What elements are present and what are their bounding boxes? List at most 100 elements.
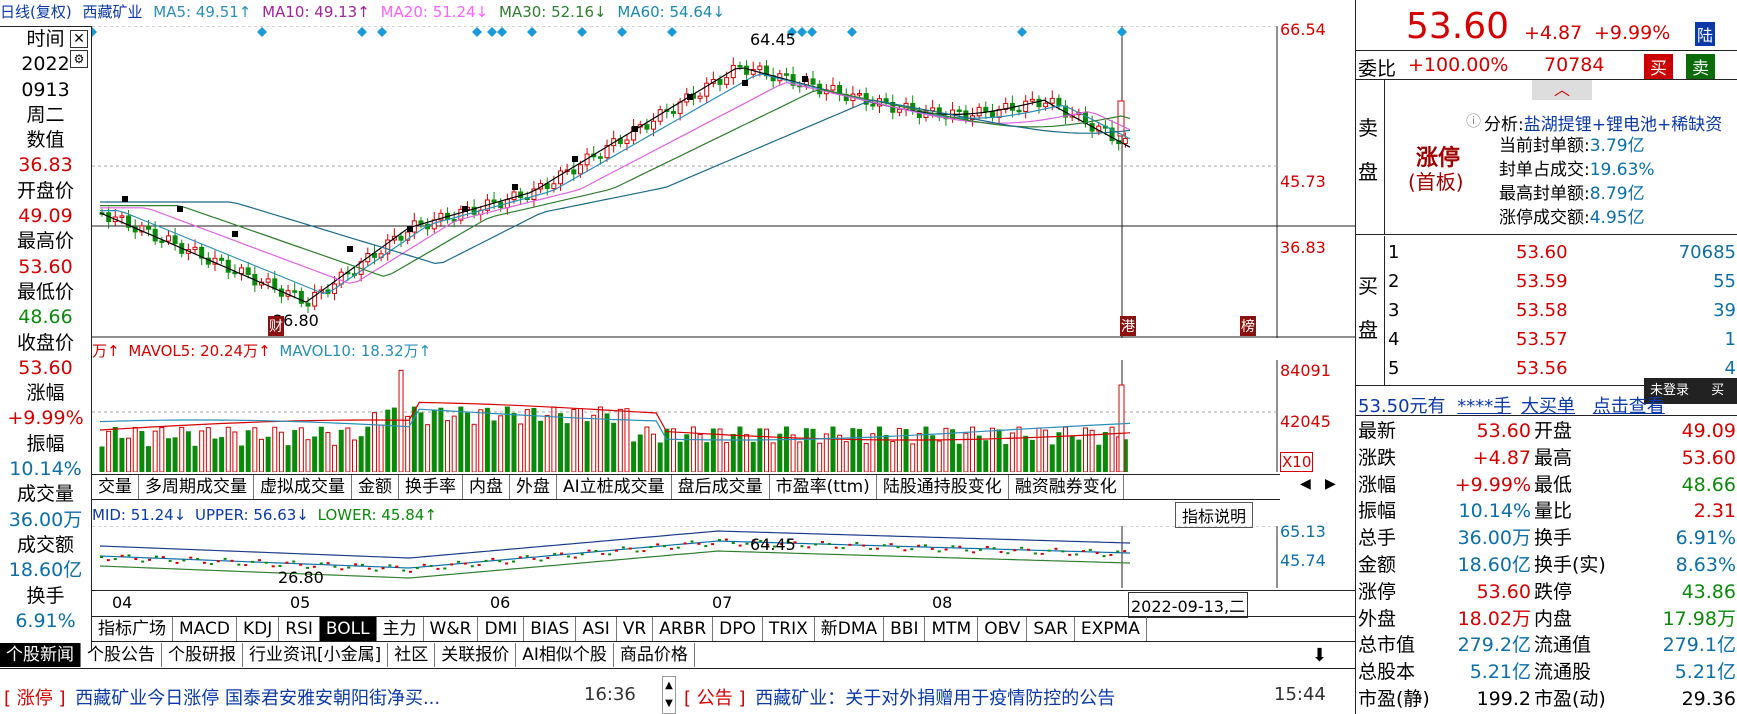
bid-row[interactable]: 2 53.59 55 — [1386, 267, 1736, 296]
volume-tab-1[interactable]: 多周期成交量 — [139, 475, 254, 499]
boll-price-tick — [663, 545, 667, 548]
dragon-tiger-marker[interactable]: 榜 — [1240, 316, 1256, 336]
indicator-tab-16[interactable]: MTM — [925, 617, 979, 641]
bid-row[interactable]: 5 53.56 4 — [1386, 354, 1736, 383]
analysis-text[interactable]: 盐湖提锂+锂电池+稀缺资 — [1523, 115, 1723, 135]
indicator-tab-17[interactable]: OBV — [978, 617, 1028, 641]
bid-row[interactable]: 4 53.57 1 — [1386, 325, 1736, 354]
volume-bar — [272, 426, 278, 472]
news-tab-3[interactable]: 行业资讯[小金属] — [243, 643, 389, 667]
tab-scroll-left-icon[interactable]: ◀ — [1300, 476, 1311, 492]
volume-tab-4[interactable]: 换手率 — [399, 475, 463, 499]
indicator-tab-19[interactable]: EXPMA — [1075, 617, 1147, 641]
candle-body — [119, 215, 125, 218]
volume-tab-9[interactable]: 市盈率(ttm) — [770, 475, 877, 499]
volume-tab-3[interactable]: 金额 — [352, 475, 399, 499]
boll-price-tick — [985, 546, 989, 549]
volume-tab-8[interactable]: 盘后成交量 — [672, 475, 770, 499]
volume-tab-10[interactable]: 陆股通持股变化 — [877, 475, 1009, 499]
indicator-tab-0[interactable]: 指标广场 — [92, 617, 173, 641]
login-bar[interactable]: 未登录 买 卖 — [1644, 378, 1737, 404]
boll-price-tick — [532, 557, 536, 560]
indicator-tab-15[interactable]: BBI — [884, 617, 926, 641]
candle-body — [651, 120, 657, 130]
volume-chart[interactable] — [92, 360, 1355, 472]
login-status[interactable]: 未登录 — [1650, 383, 1690, 398]
volume-tab-11[interactable]: 融资融券变化 — [1009, 475, 1124, 499]
boll-price-tick — [587, 549, 591, 552]
news-tab-7[interactable]: 商品价格 — [614, 643, 695, 667]
bid-row[interactable]: 1 53.60 70685 — [1386, 238, 1736, 267]
buy-button[interactable]: 买 — [1644, 54, 1673, 79]
boll-chart[interactable] — [92, 526, 1355, 588]
big-order-row[interactable]: 53.50元有 ****手 大买单 点击查看 — [1356, 392, 1737, 416]
indicator-tab-3[interactable]: RSI — [279, 617, 320, 641]
ma-line — [100, 73, 1131, 295]
price-kline-chart[interactable] — [92, 26, 1355, 338]
news-text[interactable]: 西藏矿业：关于对外捐赠用于疫情防控的公告 — [755, 688, 1116, 709]
big-order-link[interactable]: 点击查看 — [1592, 396, 1665, 416]
boll-price-tick — [779, 543, 783, 546]
news-tab-4[interactable]: 社区 — [388, 643, 436, 667]
gear-icon[interactable]: ⚙ — [70, 50, 88, 68]
candle-body — [956, 109, 962, 113]
bid-price: 53.60 — [1516, 242, 1568, 263]
indicator-tab-11[interactable]: ARBR — [653, 617, 714, 641]
signal-square — [742, 80, 748, 86]
indicator-tab-4[interactable]: BOLL — [319, 617, 377, 641]
download-icon[interactable]: ⬇ — [1312, 645, 1328, 666]
boll-price-tick — [1040, 552, 1044, 555]
boll-price-tick — [642, 550, 646, 553]
indicator-tab-6[interactable]: W&R — [424, 617, 479, 641]
indicator-tab-10[interactable]: VR — [617, 617, 654, 641]
volume-tab-7[interactable]: AI立桩成交量 — [557, 475, 672, 499]
analysis-line[interactable]: 分析:盐湖提锂+锂电池+稀缺资 — [1484, 110, 1722, 135]
news-item[interactable]: [ 公告 ] 西藏矿业：关于对外捐赠用于疫情防控的公告 15:44 — [684, 684, 1349, 710]
login-buy[interactable]: 买 — [1711, 383, 1725, 398]
financial-report-marker[interactable]: 财 — [268, 316, 284, 336]
boll-price-tick — [154, 555, 158, 558]
indicator-tab-7[interactable]: DMI — [478, 617, 525, 641]
sell-button[interactable]: 卖 — [1686, 54, 1715, 79]
chart-period-label[interactable]: 日线(复权) — [0, 3, 72, 21]
indicator-tab-18[interactable]: SAR — [1027, 617, 1075, 641]
news-tab-6[interactable]: AI相似个股 — [516, 643, 614, 667]
news-tab-5[interactable]: 关联报价 — [435, 643, 517, 667]
volume-tab-2[interactable]: 虚拟成交量 — [254, 475, 352, 499]
indicator-tab-12[interactable]: DPO — [713, 617, 763, 641]
boll-price-tick — [388, 564, 392, 567]
collapse-chevron-up-icon[interactable]: ︿ — [1532, 80, 1592, 100]
indicator-tab-1[interactable]: MACD — [173, 617, 237, 641]
stat-value: 199.2 — [1476, 687, 1531, 710]
indicator-tab-8[interactable]: BIAS — [524, 617, 577, 641]
indicator-tab-14[interactable]: 新DMA — [815, 617, 885, 641]
close-icon[interactable]: ✕ — [70, 30, 88, 48]
indicator-tab-13[interactable]: TRIX — [763, 617, 815, 641]
tab-scroll-right-icon[interactable]: ▶ — [1325, 476, 1336, 492]
volume-tab-0[interactable]: 交量 — [92, 475, 139, 499]
news-text[interactable]: 西藏矿业今日涨停 国泰君安雅安朝阳街净买... — [75, 688, 441, 709]
indicator-tab-5[interactable]: 主力 — [377, 617, 424, 641]
candle-body — [385, 239, 391, 255]
boll-price-tick — [539, 559, 543, 562]
indicator-tab-9[interactable]: ASI — [576, 617, 617, 641]
bid-row[interactable]: 3 53.58 39 — [1386, 296, 1736, 325]
volume-tab-5[interactable]: 内盘 — [463, 475, 510, 499]
limit-up-title: 涨停 — [1416, 146, 1461, 171]
hk-connect-marker[interactable]: 港 — [1120, 316, 1136, 336]
volume-bar — [843, 441, 849, 472]
news-tab-0[interactable]: 个股新闻 — [0, 643, 81, 667]
volume-bar — [332, 444, 338, 472]
volume-tab-6[interactable]: 外盘 — [510, 475, 557, 499]
boll-price-tick — [690, 540, 694, 543]
boll-price-tick — [917, 544, 921, 547]
indicator-explain-button[interactable]: 指标说明 — [1175, 502, 1254, 528]
news-tab-1[interactable]: 个股公告 — [81, 643, 162, 667]
news-scrollbar[interactable]: ▲ ▼ — [662, 676, 676, 714]
info-icon[interactable]: ⓘ — [1466, 112, 1482, 130]
indicator-tab-2[interactable]: KDJ — [237, 617, 280, 641]
news-item[interactable]: [ 涨停 ] 西藏矿业今日涨停 国泰君安雅安朝阳街净买... 16:36 — [4, 684, 664, 710]
news-tab-2[interactable]: 个股研报 — [162, 643, 243, 667]
bid-volume: 4 — [1724, 358, 1736, 379]
stat-label: 流通值 — [1534, 634, 1592, 657]
